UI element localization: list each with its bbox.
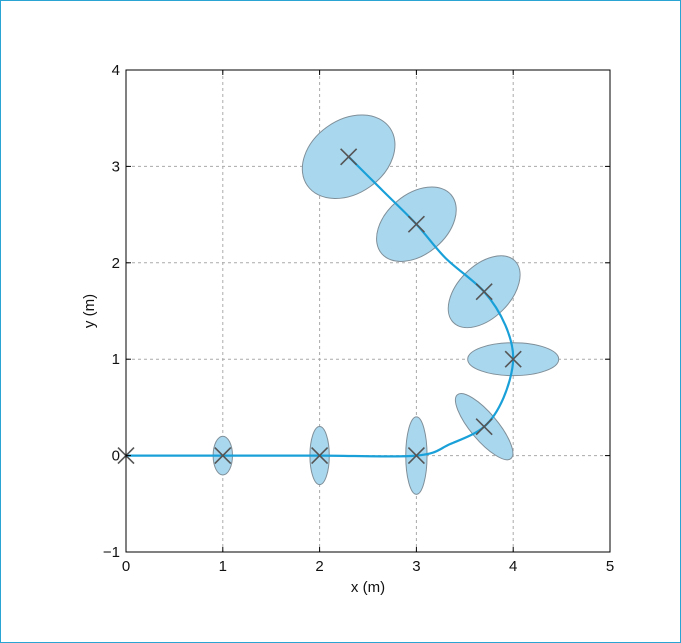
pose-marker-stroke — [214, 447, 232, 465]
y-tick-label: 4 — [112, 62, 120, 79]
y-tick-label: 0 — [112, 448, 120, 465]
y-tick-label: 1 — [112, 351, 120, 368]
pose-marker — [504, 350, 522, 368]
y-axis-label: y (m) — [81, 294, 98, 328]
y-tick-label: −1 — [103, 544, 120, 561]
pose-marker — [311, 447, 329, 465]
x-tick-label: 0 — [122, 558, 130, 575]
x-axis-label: x (m) — [351, 579, 385, 596]
pose-markers — [117, 148, 522, 465]
pose-marker — [214, 447, 232, 465]
pose-marker — [407, 215, 425, 233]
x-tick-label: 5 — [606, 558, 614, 575]
pose-marker-stroke — [475, 283, 493, 301]
pose-marker — [407, 447, 425, 465]
x-tick-label: 3 — [412, 558, 420, 575]
pose-marker-stroke — [407, 447, 425, 465]
y-tick-label: 2 — [112, 255, 120, 272]
pose-marker-stroke — [475, 418, 493, 436]
x-tick-label: 4 — [509, 558, 517, 575]
pose-marker-stroke — [504, 350, 522, 368]
uncertainty-ellipses — [212, 114, 560, 495]
pose-marker — [340, 148, 358, 166]
pose-marker — [475, 283, 493, 301]
y-tick-label: 3 — [112, 158, 120, 175]
pose-marker-stroke — [407, 215, 425, 233]
x-tick-label: 2 — [315, 558, 323, 575]
pose-marker-stroke — [311, 447, 329, 465]
x-tick-label: 1 — [219, 558, 227, 575]
pose-marker — [475, 418, 493, 436]
pose-marker-stroke — [340, 148, 358, 166]
plot-area — [125, 69, 611, 553]
